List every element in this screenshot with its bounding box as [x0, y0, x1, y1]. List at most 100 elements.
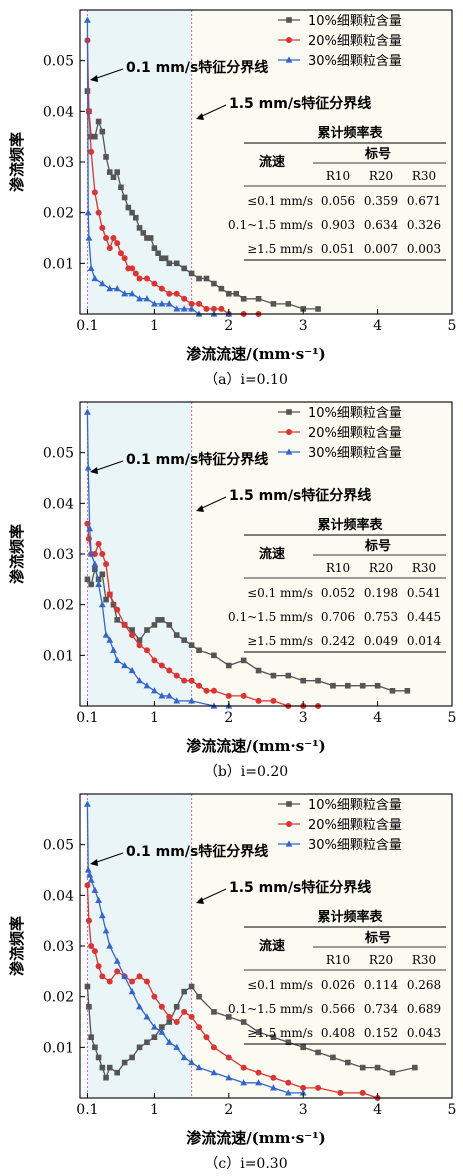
data-point: [87, 264, 95, 271]
data-point: [136, 642, 143, 649]
table-cell: 0.049: [364, 634, 398, 648]
x-tick-label: 2: [224, 1102, 233, 1118]
data-point: [196, 993, 202, 1000]
table-row-label: 0.1~1.5 mm/s: [228, 1002, 313, 1016]
data-point: [196, 300, 203, 307]
y-tick-label: 0.05: [43, 54, 74, 70]
data-point: [374, 1064, 381, 1071]
table-title: 累计频率表: [317, 517, 383, 533]
data-point: [255, 296, 262, 302]
x-axis-label: 渗流流速/(mm·s⁻¹): [186, 1129, 326, 1147]
data-point: [106, 169, 113, 175]
x-tick-label: 0.1: [76, 1102, 98, 1118]
table-row-label: ≤0.1 mm/s: [247, 586, 313, 600]
data-point: [155, 617, 161, 623]
table-row-label: ≤0.1 mm/s: [247, 194, 313, 208]
table-title: 累计频率表: [317, 125, 383, 141]
data-point: [225, 692, 232, 699]
data-point: [143, 295, 151, 302]
data-point: [173, 672, 180, 679]
data-point: [140, 230, 147, 236]
data-point: [98, 912, 106, 919]
data-point: [84, 882, 91, 889]
data-point: [91, 948, 98, 955]
data-point: [129, 209, 135, 216]
data-point: [103, 561, 110, 568]
data-point: [240, 1064, 247, 1071]
table-cell: 0.445: [407, 610, 441, 624]
table-cell: 0.051: [321, 242, 355, 256]
data-point: [181, 637, 187, 643]
table-col-header: R20: [369, 953, 393, 967]
data-point: [195, 1064, 203, 1071]
data-point: [84, 464, 92, 471]
data-point: [255, 1079, 262, 1086]
x-tick-label: 5: [448, 710, 457, 726]
data-point: [165, 1038, 173, 1045]
x-tick-label: 3: [299, 1102, 308, 1118]
data-point: [92, 1044, 98, 1051]
data-point: [188, 677, 195, 684]
arrow-head-0.1: [90, 467, 98, 474]
data-point: [151, 993, 158, 1000]
data-point: [270, 301, 277, 307]
data-point: [166, 1019, 173, 1025]
table-cell: 0.043: [407, 1026, 441, 1040]
data-point: [103, 596, 109, 603]
data-point: [188, 642, 195, 648]
data-point: [103, 154, 109, 160]
data-point: [128, 988, 136, 995]
x-tick-label: 5: [448, 1102, 457, 1118]
table-header-group: 标号: [364, 146, 391, 162]
data-point: [136, 1044, 143, 1051]
data-point: [165, 300, 173, 307]
arrow-line-1.5: [199, 888, 227, 902]
data-point: [136, 677, 143, 684]
data-point: [240, 692, 247, 699]
data-point: [315, 1049, 321, 1056]
shade-zone-0.1-1.5: [87, 794, 192, 1098]
data-point: [196, 682, 203, 689]
arrow-head-1.5: [196, 505, 204, 512]
x-tick-label: 4: [373, 318, 382, 334]
data-point: [181, 677, 188, 684]
table-col-header: R20: [369, 169, 393, 183]
table-cell: 0.408: [321, 1026, 355, 1040]
data-point: [300, 677, 306, 684]
y-tick-label: 0.05: [43, 446, 74, 462]
data-point: [136, 275, 143, 282]
chart-panel-a: 0.1 1 2 3 4 5 0.01 0.02 0.03 0.04 0.05 渗流流速/(mm·s⁻¹…: [0, 0, 463, 392]
y-tick-label: 0.02: [43, 206, 74, 222]
chart-panel-c: 0.1 1 2 3 4 5 0.01 0.02 0.03 0.04 0.05 渗流流速/(mm·s⁻¹…: [0, 784, 463, 1176]
legend-marker: [286, 37, 292, 43]
panel-caption: （c）i=0.30: [204, 1156, 287, 1172]
data-point: [158, 692, 166, 699]
table-row-label: ≥1.5 mm/s: [247, 1026, 313, 1040]
data-point: [95, 540, 102, 547]
data-point: [173, 260, 180, 267]
data-point: [110, 601, 117, 608]
table-cell: 0.326: [407, 218, 441, 232]
data-point: [158, 285, 165, 292]
x-tick-label: 1: [150, 1102, 159, 1118]
data-point: [143, 1013, 151, 1020]
data-point: [151, 280, 158, 287]
data-point: [240, 657, 247, 664]
table-cell: 0.689: [407, 1002, 441, 1016]
data-point: [121, 621, 128, 628]
data-point: [166, 290, 173, 297]
data-point: [144, 235, 150, 241]
data-point: [337, 1089, 344, 1096]
data-point: [95, 209, 102, 216]
x-tick-label: 3: [299, 710, 308, 726]
data-point: [173, 632, 180, 638]
x-tick-label: 1: [150, 318, 159, 334]
data-point: [84, 983, 91, 990]
data-point: [110, 235, 117, 241]
series-line-1: [86, 985, 415, 1080]
table-cell: 0.198: [364, 586, 398, 600]
data-point: [88, 133, 94, 140]
data-point: [173, 290, 180, 297]
data-point: [88, 943, 95, 949]
